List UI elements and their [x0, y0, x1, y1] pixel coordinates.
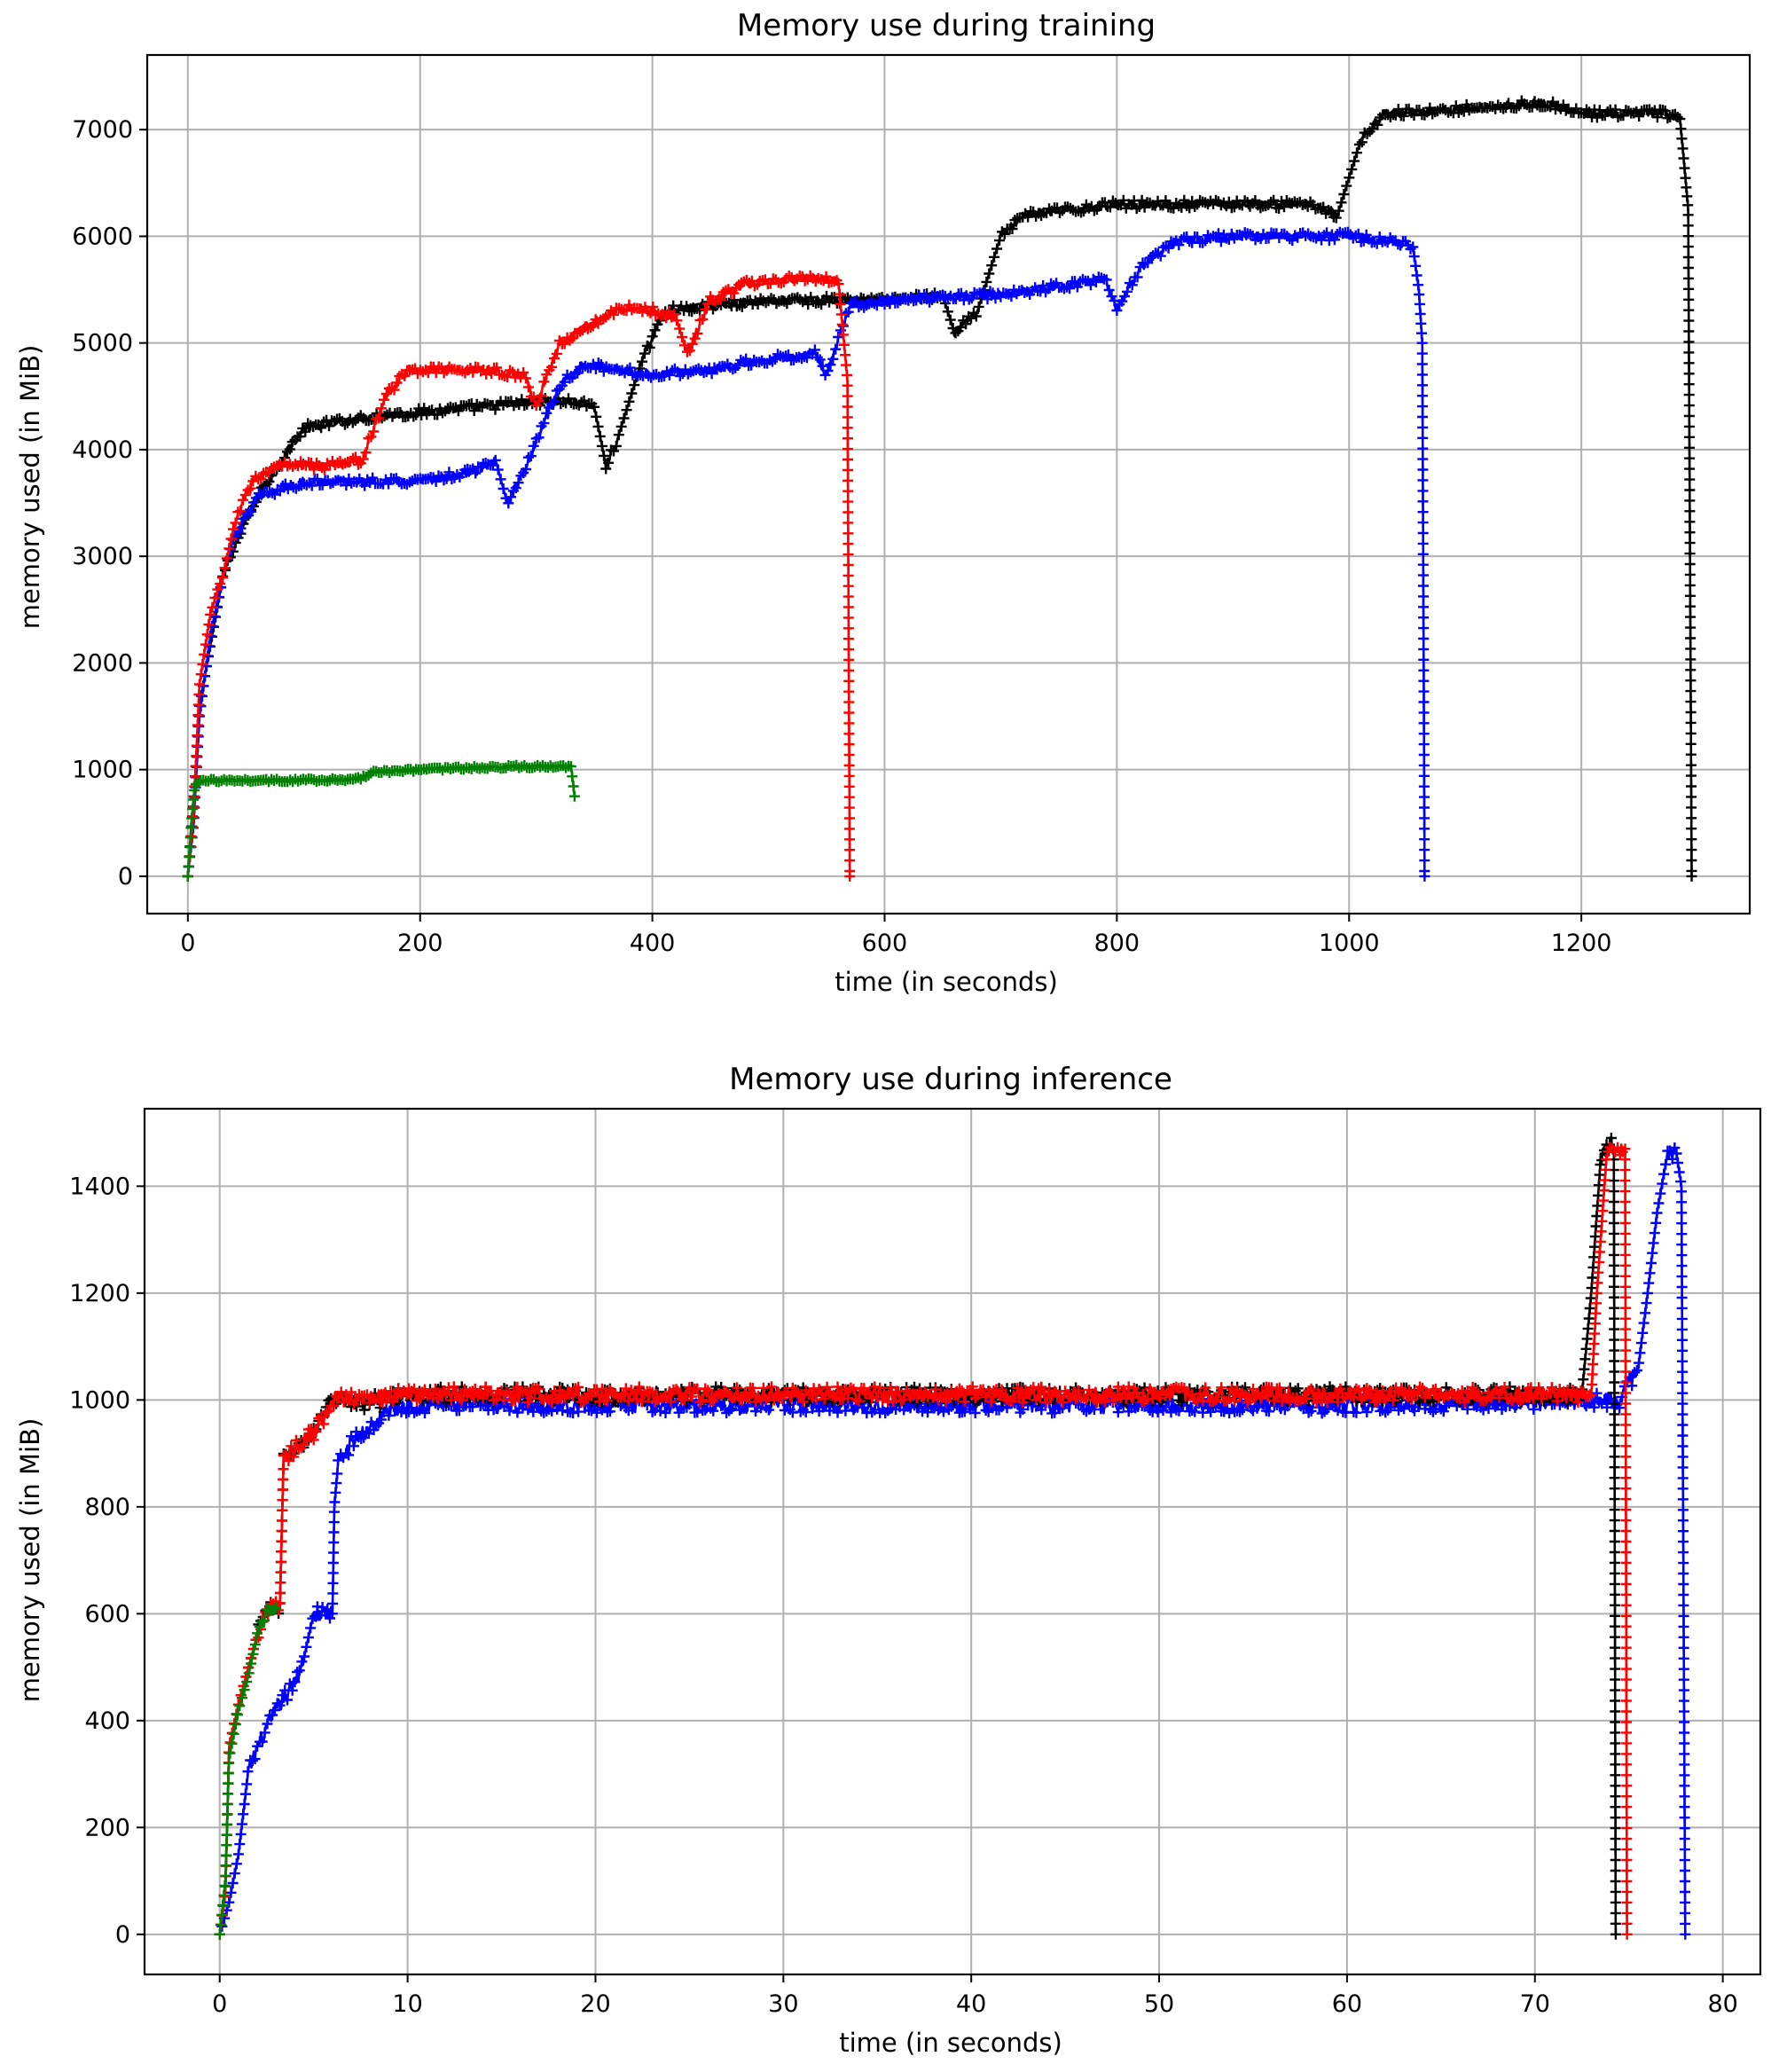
x-tick-label: 50: [1144, 1990, 1174, 2018]
series-3: [214, 1602, 282, 1940]
x-tick-label: 70: [1520, 1990, 1550, 2018]
x-tick-label: 10: [392, 1990, 422, 2018]
y-tick-label: 5000: [72, 330, 133, 357]
series-markers: [182, 226, 1430, 882]
series-markers: [214, 1133, 1621, 1940]
x-tick-label: 0: [212, 1990, 227, 2018]
y-tick-label: 1400: [69, 1173, 130, 1200]
series-3: [182, 759, 580, 882]
series-line: [186, 231, 1426, 877]
series-line: [218, 1136, 1618, 1935]
series-markers: [214, 1142, 1691, 1940]
x-tick-label: 400: [630, 930, 676, 957]
y-tick-label: 600: [84, 1600, 130, 1628]
plot-frame: [145, 53, 1752, 915]
series-1: [214, 1133, 1621, 1940]
x-tick-label: 0: [180, 930, 195, 957]
inference-chart-panel: Memory use during inference time (in sec…: [15, 1062, 1762, 2058]
plot-area: [214, 1133, 1691, 1940]
inference-x-axis-label: time (in seconds): [839, 2028, 1062, 2058]
plot-area: [182, 95, 1697, 882]
y-tick-label: 2000: [72, 649, 133, 677]
x-tick-label: 1000: [1319, 930, 1380, 957]
x-tick-label: 80: [1707, 1990, 1737, 2018]
x-tick-label: 30: [768, 1990, 798, 2018]
y-tick-label: 7000: [72, 116, 133, 144]
series-markers: [214, 1142, 1633, 1940]
y-tick-label: 200: [84, 1814, 130, 1841]
x-tick-label: 40: [956, 1990, 986, 2018]
series-line: [218, 1146, 1687, 1935]
training-chart-panel: Memory use during training time (in seco…: [15, 8, 1752, 997]
series-0: [214, 1142, 1691, 1940]
inference-y-axis-label: memory used (in MiB): [15, 1418, 45, 1703]
y-tick-label: 1200: [69, 1280, 130, 1307]
y-tick-label: 400: [84, 1707, 130, 1735]
y-tick-label: 800: [84, 1494, 130, 1521]
y-tick-label: 6000: [72, 223, 133, 250]
y-tick-label: 0: [115, 1921, 130, 1949]
y-tick-label: 4000: [72, 436, 133, 464]
x-tick-label: 600: [862, 930, 908, 957]
x-tick-label: 800: [1094, 930, 1140, 957]
series-markers: [214, 1603, 282, 1940]
series-line: [218, 1143, 1628, 1935]
series-0: [182, 95, 1697, 882]
series-1: [182, 226, 1430, 882]
training-x-axis-label: time (in seconds): [835, 967, 1058, 997]
x-tick-label: 200: [397, 930, 443, 957]
y-tick-label: 1000: [69, 1386, 130, 1414]
y-tick-label: 1000: [72, 757, 133, 784]
training-chart-title: Memory use during training: [737, 8, 1156, 43]
plot-frame: [143, 1107, 1762, 1976]
series-line: [186, 98, 1693, 877]
series-markers: [182, 759, 580, 882]
inference-chart-title: Memory use during inference: [729, 1062, 1172, 1097]
y-tick-label: 0: [118, 863, 133, 891]
series-markers: [182, 95, 1697, 882]
x-tick-label: 1200: [1551, 930, 1612, 957]
series-2: [214, 1142, 1633, 1940]
x-tick-label: 20: [580, 1990, 610, 2018]
y-tick-label: 3000: [72, 543, 133, 570]
x-tick-label: 60: [1332, 1990, 1362, 2018]
training-y-axis-label: memory used (in MiB): [15, 345, 45, 630]
